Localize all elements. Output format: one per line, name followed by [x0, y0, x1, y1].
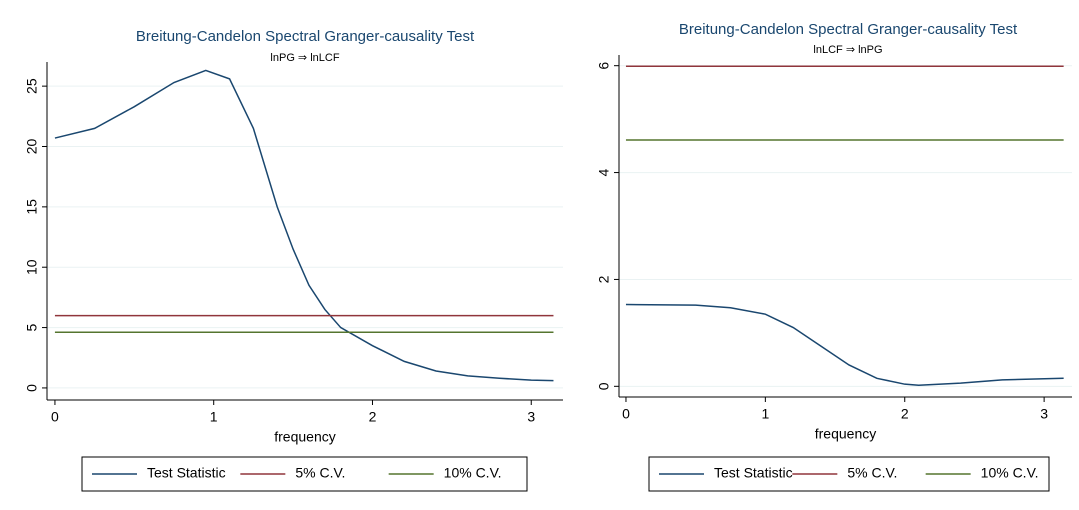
legend-box: [81, 456, 528, 492]
x-axis-label: frequency: [274, 429, 335, 445]
legend-label: 10% C.V.: [444, 465, 502, 481]
chart-subtitle: lnPG ⇒ lnLCF: [270, 52, 339, 64]
chart-title: Breitung-Candelon Spectral Granger-causa…: [136, 28, 475, 45]
y-tick-label: 15: [24, 199, 40, 215]
x-tick-label: 3: [527, 409, 535, 425]
y-tick-label: 4: [596, 168, 612, 176]
y-tick-label: 25: [24, 78, 40, 94]
y-tick-label: 20: [24, 139, 40, 155]
legend-label: 5% C.V.: [847, 465, 897, 481]
y-tick-label: 6: [596, 62, 612, 70]
x-axis-label: frequency: [815, 426, 876, 442]
legend-label: 5% C.V.: [295, 465, 345, 481]
x-tick-label: 0: [51, 409, 59, 425]
series-line: [625, 303, 1064, 386]
y-tick-label: 2: [596, 275, 612, 283]
x-tick-label: 0: [622, 406, 630, 422]
y-tick-label: 0: [596, 382, 612, 390]
x-tick-label: 1: [210, 409, 218, 425]
x-tick-label: 2: [901, 406, 909, 422]
chart-title: Breitung-Candelon Spectral Granger-causa…: [679, 21, 1018, 38]
legend-label: 10% C.V.: [981, 465, 1039, 481]
legend-label: Test Statistic: [714, 465, 793, 481]
y-tick-label: 5: [24, 323, 40, 331]
y-tick-label: 10: [24, 259, 40, 275]
legend-label: Test Statistic: [147, 465, 226, 481]
x-tick-label: 2: [369, 409, 377, 425]
legend-box: [648, 456, 1050, 492]
x-tick-label: 3: [1040, 406, 1048, 422]
x-tick-label: 1: [761, 406, 769, 422]
y-tick-label: 0: [24, 384, 40, 392]
chart-subtitle: lnLCF ⇒ lnPG: [813, 44, 882, 56]
series-line: [54, 69, 554, 382]
